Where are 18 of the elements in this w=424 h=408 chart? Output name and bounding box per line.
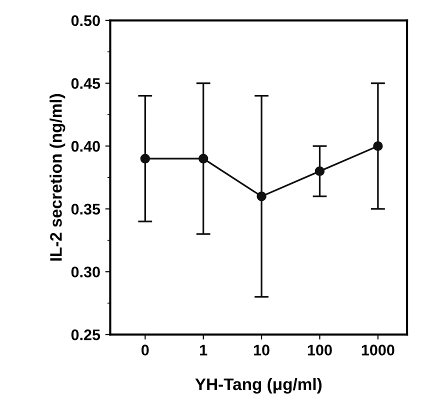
point bbox=[198, 154, 208, 164]
x-axis-title: YH-Tang (μg/ml) bbox=[195, 378, 322, 394]
y-tick-label: 0.35 bbox=[71, 204, 100, 215]
x-tick-label: 10 bbox=[254, 344, 270, 356]
y-tick-label: 0.50 bbox=[71, 15, 100, 26]
point bbox=[140, 154, 150, 164]
y-tick-label: 0.45 bbox=[71, 78, 100, 89]
y-axis-title: IL-2 secretion (ng/ml) bbox=[50, 94, 66, 261]
point bbox=[373, 141, 383, 151]
x-tick-label: 1 bbox=[200, 344, 208, 356]
x-tick-label: 1000 bbox=[362, 344, 394, 356]
y-tick-label: 0.30 bbox=[71, 266, 100, 278]
x-tick-label: 0 bbox=[142, 344, 149, 356]
point bbox=[256, 191, 266, 202]
y-tick-label: 0.40 bbox=[71, 140, 100, 152]
y-tick-label: 0.25 bbox=[71, 329, 100, 340]
point bbox=[314, 166, 325, 176]
x-tick-label: 100 bbox=[308, 344, 332, 356]
